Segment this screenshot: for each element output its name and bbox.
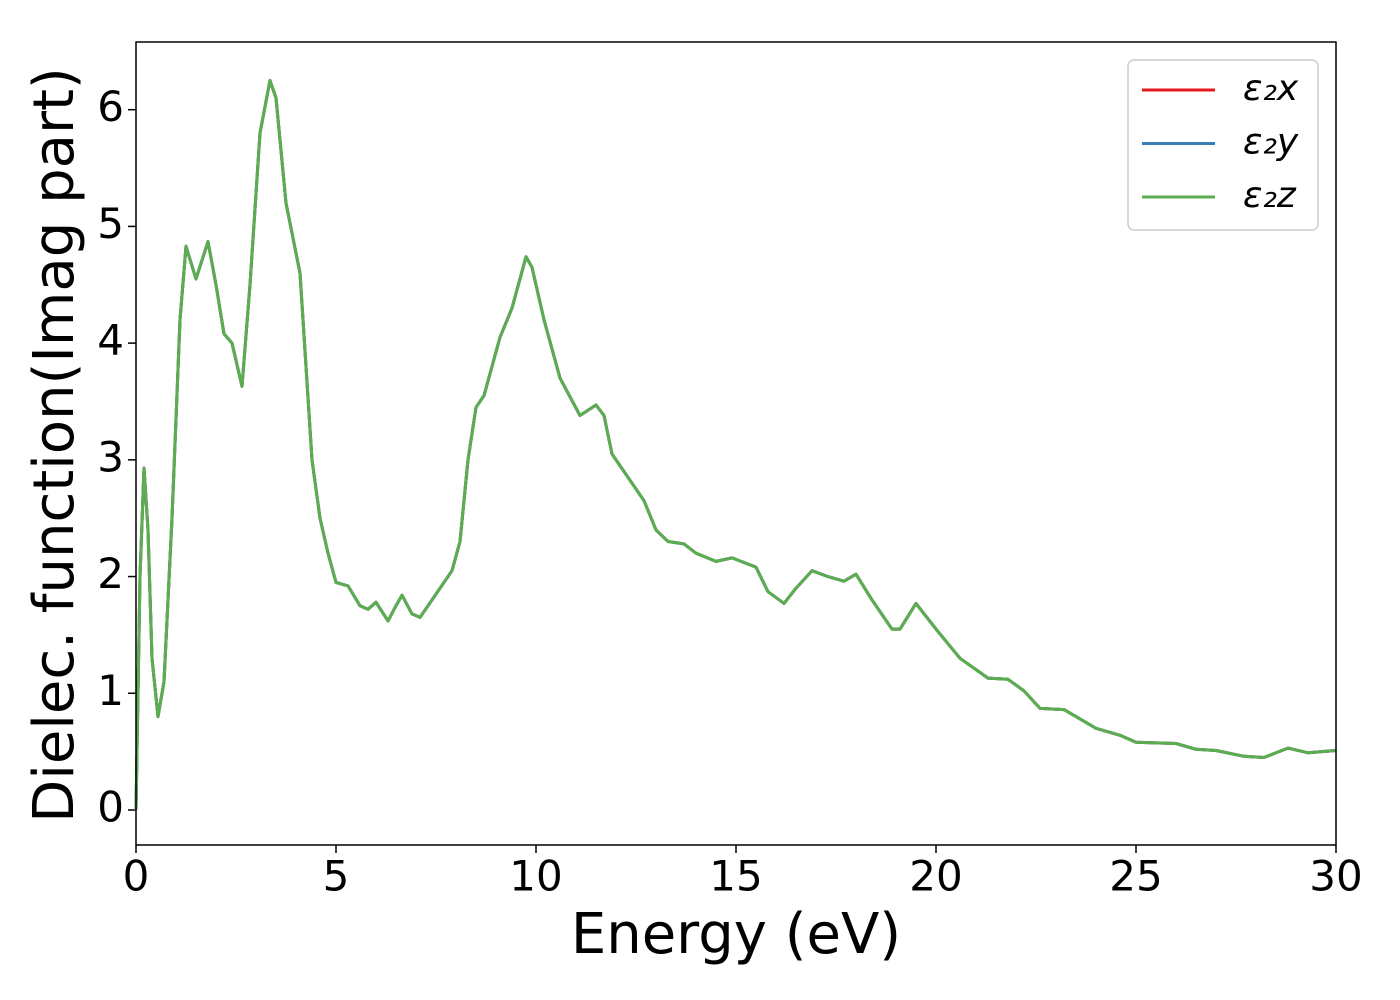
- y-tick-label: 1: [97, 666, 124, 715]
- x-tick-label: 5: [323, 852, 350, 901]
- y-tick-label: 6: [97, 82, 124, 131]
- plot-frame: [135, 41, 1337, 846]
- x-tick-label: 20: [909, 852, 962, 901]
- y-tick-label: 5: [97, 199, 124, 248]
- y-axis-label: Dielec. function(Imag part): [22, 67, 87, 823]
- y-tick-label: 3: [97, 432, 124, 481]
- x-tick-label: 25: [1109, 852, 1162, 901]
- x-tick-label: 0: [123, 852, 150, 901]
- legend-label: ε₂y: [1243, 122, 1299, 163]
- x-tick-label: 15: [709, 852, 762, 901]
- series-line: [134, 79, 1337, 811]
- x-tick-label: 10: [509, 852, 562, 901]
- legend-box: [1127, 59, 1319, 231]
- legend-label: ε₂z: [1243, 175, 1297, 216]
- y-tick-label: 2: [97, 549, 124, 598]
- x-tick-label: 30: [1309, 852, 1362, 901]
- x-axis-label: Energy (eV): [571, 902, 901, 967]
- y-tick-label: 4: [97, 316, 124, 365]
- legend-label: ε₂x: [1243, 68, 1299, 109]
- y-tick-label: 0: [97, 782, 124, 831]
